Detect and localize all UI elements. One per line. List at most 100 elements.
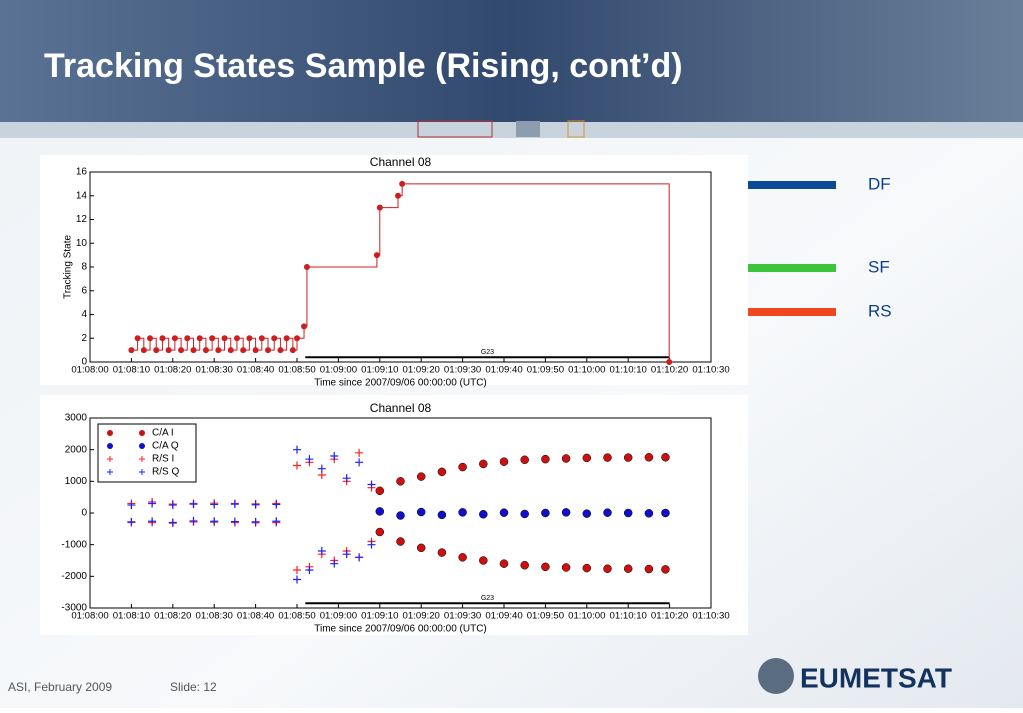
- side-label: RS: [868, 301, 892, 320]
- x-tick-label: 01:09:00: [320, 611, 357, 622]
- point: [227, 347, 234, 354]
- chart-bg: [40, 155, 748, 385]
- point: [367, 480, 376, 489]
- x-tick-label: 01:09:40: [485, 611, 522, 622]
- point: [541, 562, 550, 572]
- point: [375, 527, 385, 537]
- point: [293, 575, 301, 584]
- point: [272, 517, 281, 526]
- point: [202, 347, 209, 354]
- point: [265, 347, 272, 354]
- point: [603, 453, 612, 462]
- point: [153, 347, 160, 354]
- legend-marker: [139, 469, 145, 475]
- y-tick-label: 4: [81, 309, 87, 320]
- point: [582, 563, 592, 573]
- x-tick-label: 01:10:00: [568, 611, 605, 622]
- point: [272, 500, 281, 509]
- x-tick-label: 01:08:30: [196, 611, 233, 622]
- point: [541, 454, 550, 464]
- deco: [567, 120, 585, 138]
- point: [258, 335, 265, 342]
- point: [127, 501, 136, 510]
- point: [416, 543, 426, 553]
- point: [520, 455, 529, 465]
- point: [252, 347, 259, 354]
- point: [230, 517, 239, 526]
- point: [396, 477, 405, 486]
- legend-marker: [107, 469, 113, 475]
- point: [367, 540, 376, 549]
- point: [210, 517, 219, 526]
- legend-label: R/S I: [152, 454, 174, 465]
- point: [209, 335, 216, 342]
- x-tick-label: 01:08:30: [196, 365, 233, 376]
- point: [375, 486, 385, 496]
- point: [134, 335, 141, 342]
- x-tick-label: 01:08:40: [237, 365, 274, 376]
- point: [189, 500, 198, 509]
- x-tick-label: 01:09:30: [444, 365, 481, 376]
- footer-text: ASI, February 2009: [8, 680, 112, 694]
- point: [305, 566, 314, 574]
- point: [623, 564, 633, 573]
- x-axis-label: Time since 2007/09/06 00:00:00 (UTC): [314, 378, 487, 389]
- point: [355, 458, 364, 467]
- point: [582, 509, 592, 518]
- legend-label: C/A Q: [152, 441, 179, 452]
- legend-marker: [107, 443, 113, 449]
- legend-label: C/A I: [152, 428, 174, 439]
- point: [479, 459, 488, 469]
- x-axis-label: Time since 2007/09/06 00:00:00 (UTC): [314, 624, 487, 635]
- y-tick-label: 16: [76, 167, 88, 178]
- point: [355, 448, 364, 457]
- x-tick-label: 01:09:20: [403, 611, 440, 622]
- point: [499, 508, 509, 517]
- point: [395, 192, 402, 199]
- point: [623, 453, 633, 462]
- point: [293, 445, 301, 454]
- point: [165, 347, 172, 354]
- point: [458, 553, 467, 562]
- point: [246, 335, 253, 342]
- point: [251, 517, 260, 526]
- point: [230, 500, 239, 509]
- point: [293, 566, 301, 574]
- footer-slide: Slide: 12: [170, 680, 217, 694]
- point: [215, 347, 222, 354]
- point: [221, 335, 228, 342]
- point: [661, 565, 670, 574]
- y-tick-label: 0: [81, 357, 87, 368]
- x-tick-label: 01:10:30: [692, 365, 729, 376]
- x-tick-label: 01:10:30: [692, 611, 729, 622]
- point: [317, 547, 326, 555]
- side-label: SF: [868, 257, 890, 276]
- point: [301, 323, 308, 330]
- y-tick-label: -1000: [61, 539, 87, 550]
- y-axis-label: Tracking State: [63, 235, 74, 300]
- point: [499, 559, 509, 568]
- y-tick-label: -3000: [61, 603, 87, 614]
- x-tick-label: 01:08:20: [154, 611, 191, 622]
- point: [355, 553, 364, 562]
- point: [644, 564, 654, 574]
- x-tick-label: 01:09:00: [320, 365, 357, 376]
- point: [520, 509, 529, 519]
- point: [644, 509, 654, 518]
- point: [561, 508, 571, 517]
- x-tick-label: 01:09:50: [527, 365, 564, 376]
- point: [603, 564, 612, 573]
- point: [416, 472, 426, 481]
- y-tick-label: 6: [81, 285, 87, 296]
- point: [661, 508, 670, 518]
- point: [666, 359, 673, 365]
- point: [399, 180, 406, 187]
- slide-title: Tracking States Sample (Rising, cont’d): [44, 47, 683, 85]
- y-tick-label: -2000: [61, 571, 87, 582]
- legend-marker: [139, 443, 145, 449]
- annotation-text: G23: [481, 349, 494, 356]
- point: [342, 550, 351, 559]
- point: [148, 499, 157, 508]
- point: [582, 453, 592, 463]
